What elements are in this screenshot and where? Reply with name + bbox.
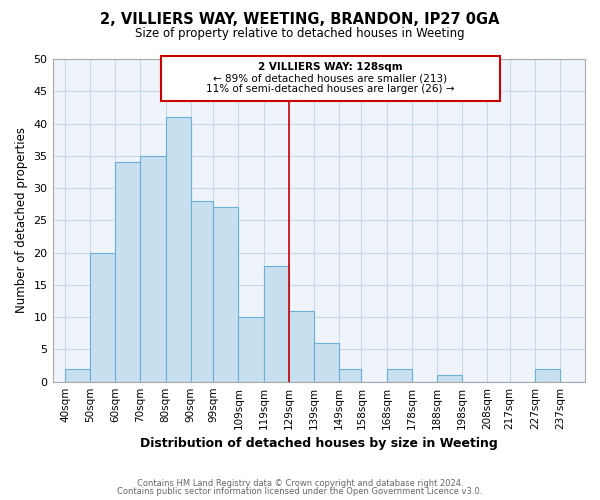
Bar — [238, 317, 263, 382]
X-axis label: Distribution of detached houses by size in Weeting: Distribution of detached houses by size … — [140, 437, 497, 450]
Bar — [140, 156, 166, 382]
Text: 2 VILLIERS WAY: 128sqm: 2 VILLIERS WAY: 128sqm — [258, 62, 403, 72]
Bar — [437, 375, 462, 382]
Bar — [65, 369, 90, 382]
Bar — [289, 310, 314, 382]
Text: Contains HM Land Registry data © Crown copyright and database right 2024.: Contains HM Land Registry data © Crown c… — [137, 478, 463, 488]
Bar — [213, 208, 238, 382]
Bar — [314, 343, 339, 382]
Bar — [90, 252, 115, 382]
Text: 11% of semi-detached houses are larger (26) →: 11% of semi-detached houses are larger (… — [206, 84, 454, 94]
Text: Size of property relative to detached houses in Weeting: Size of property relative to detached ho… — [135, 28, 465, 40]
Text: 2, VILLIERS WAY, WEETING, BRANDON, IP27 0GA: 2, VILLIERS WAY, WEETING, BRANDON, IP27 … — [100, 12, 500, 28]
Bar — [191, 201, 213, 382]
Bar — [386, 369, 412, 382]
Bar — [535, 369, 560, 382]
Bar — [263, 266, 289, 382]
Bar — [166, 117, 191, 382]
Bar — [339, 369, 361, 382]
Bar — [115, 162, 140, 382]
Text: Contains public sector information licensed under the Open Government Licence v3: Contains public sector information licen… — [118, 487, 482, 496]
Text: ← 89% of detached houses are smaller (213): ← 89% of detached houses are smaller (21… — [213, 73, 447, 83]
Y-axis label: Number of detached properties: Number of detached properties — [15, 128, 28, 314]
FancyBboxPatch shape — [161, 56, 500, 101]
